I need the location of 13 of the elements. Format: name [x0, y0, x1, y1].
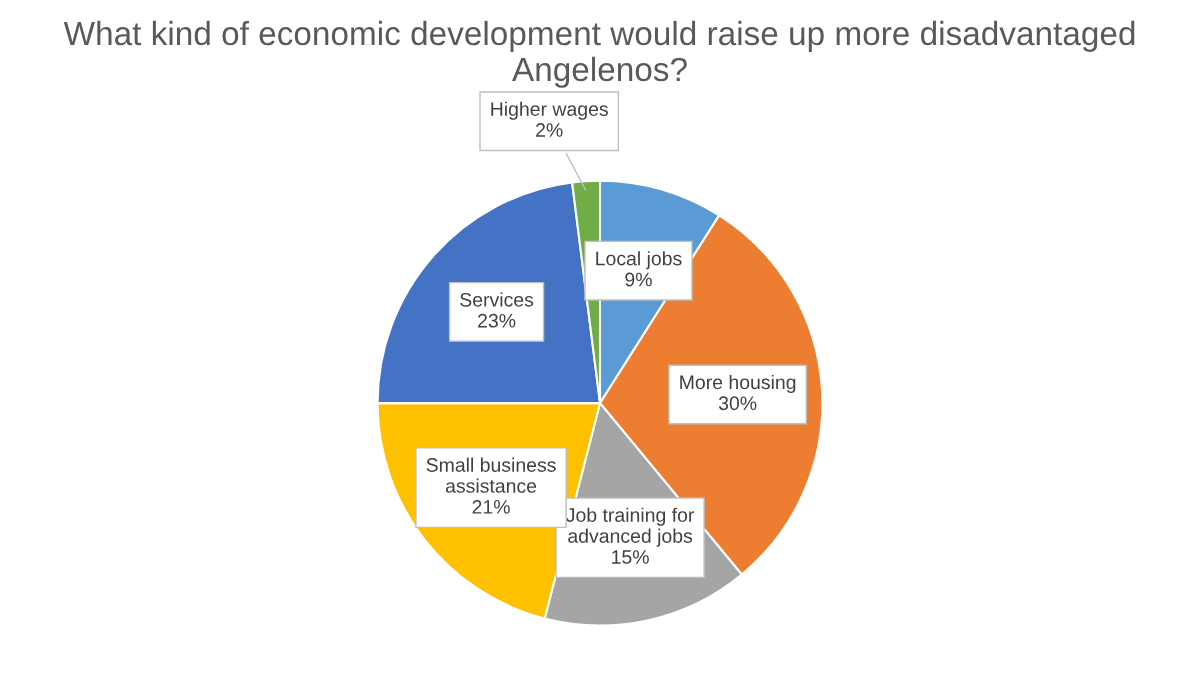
slice-label: Services	[460, 292, 534, 307]
slice-label: Job training for advanced jobs	[566, 507, 695, 547]
data-label: 21%	[472, 500, 510, 514]
slice-label: Local jobs	[596, 251, 682, 270]
slice-label: Small business assistance	[426, 457, 556, 493]
data-label: 15%	[612, 550, 649, 564]
data-label: 2%	[536, 123, 563, 137]
data-label: 9%	[625, 272, 652, 287]
chart-title: What kind of economic development would raise up more disadvantaged Angelenos?	[63, 20, 1135, 88]
data-label: 23%	[478, 313, 516, 328]
data-label: 30%	[718, 396, 757, 411]
slice-label: Higher wages	[491, 101, 608, 120]
slice-label: More housing	[680, 374, 796, 394]
